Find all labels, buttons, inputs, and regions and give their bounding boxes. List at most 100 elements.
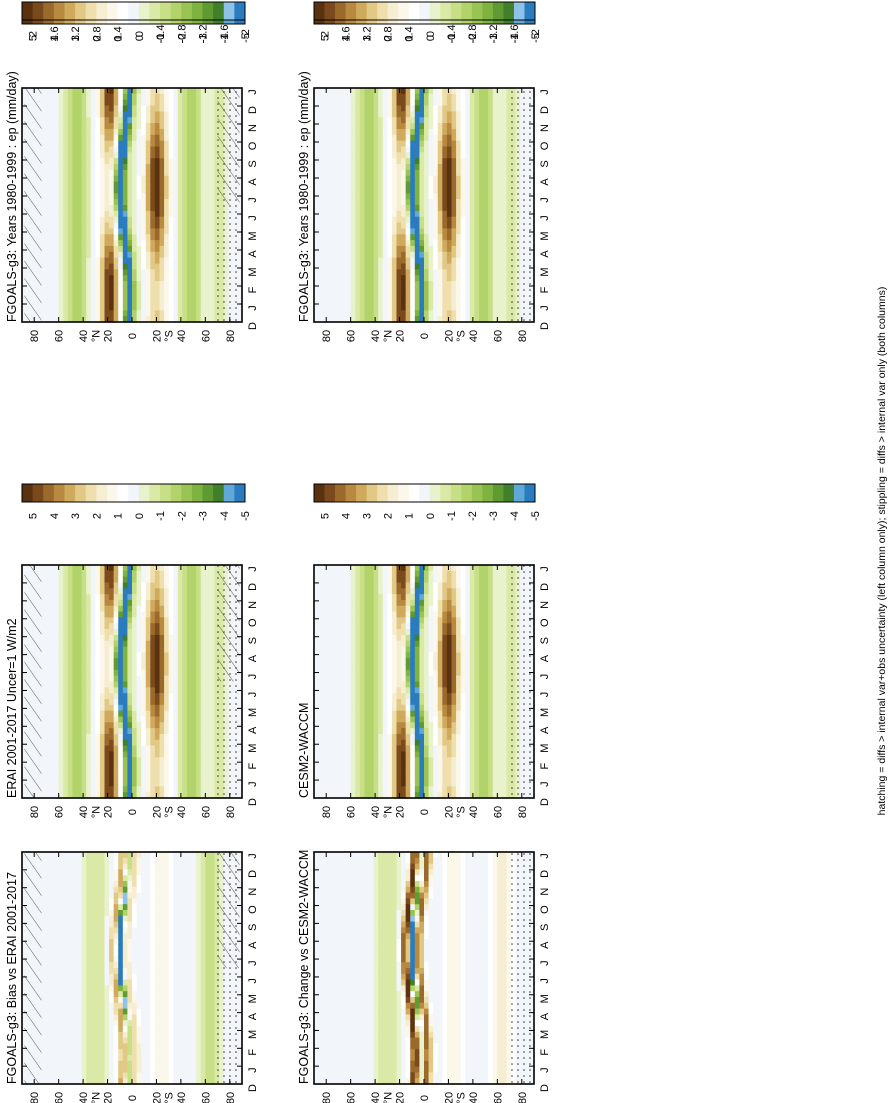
heatmap-cell <box>77 158 83 165</box>
heatmap-cell <box>424 292 430 300</box>
month-tick-label: J <box>247 89 259 95</box>
heatmap-cell <box>387 210 393 218</box>
heatmap-cell <box>442 240 448 247</box>
heatmap-cell <box>54 123 60 130</box>
heatmap-cell <box>49 123 55 130</box>
heatmap-cell <box>191 210 197 218</box>
heatmap-cell <box>77 99 83 107</box>
heatmap-cell <box>54 99 60 107</box>
heatmap-cell <box>127 570 133 578</box>
heatmap-cell <box>141 257 147 265</box>
heatmap-cell <box>127 228 133 235</box>
heatmap-cell <box>122 187 129 194</box>
heatmap-cell <box>382 146 388 153</box>
heatmap-cell <box>44 228 51 235</box>
heatmap-cell <box>40 228 46 235</box>
figure-caption: hatching = diffs > internal var+obs unce… <box>876 287 888 816</box>
heatmap-cell <box>460 298 466 306</box>
heatmap-cell <box>314 146 320 153</box>
heatmap-cell <box>364 128 370 136</box>
heatmap-cell <box>382 316 388 323</box>
heatmap-cell <box>99 105 106 112</box>
heatmap-cell <box>327 169 333 177</box>
heatmap-cell <box>132 187 138 194</box>
heatmap-cell <box>205 199 211 206</box>
heatmap-cell <box>81 245 87 253</box>
heatmap-cell <box>373 304 379 311</box>
heatmap-cell <box>433 234 439 241</box>
heatmap-cell <box>378 251 384 259</box>
heatmap-cell <box>154 286 161 294</box>
heatmap-cell <box>314 123 320 130</box>
heatmap-cell <box>437 99 443 107</box>
heatmap-cell <box>150 234 156 241</box>
heatmap-cell <box>428 128 434 136</box>
heatmap-cell <box>99 704 106 712</box>
heatmap-cell <box>492 245 498 253</box>
heatmap-cell <box>136 99 142 107</box>
heatmap-cell <box>54 739 60 747</box>
heatmap-cell <box>81 123 87 130</box>
heatmap-cell <box>95 187 101 194</box>
heatmap-cell <box>359 140 366 148</box>
heatmap-cell <box>332 222 338 229</box>
heatmap-cell <box>77 751 83 758</box>
heatmap-cell <box>95 763 101 770</box>
heatmap-cell <box>460 269 466 276</box>
heatmap-cell <box>451 286 457 294</box>
heatmap-cell <box>67 316 74 323</box>
heatmap-cell <box>136 251 142 259</box>
heatmap-cell <box>67 652 74 659</box>
heatmap-cell <box>122 210 129 218</box>
heatmap-cell <box>396 228 402 235</box>
heatmap-cell <box>77 745 83 752</box>
heatmap-cell <box>346 123 352 130</box>
heatmap-cell <box>122 733 129 741</box>
heatmap-cell <box>419 169 425 177</box>
heatmap-cell <box>492 269 498 276</box>
heatmap-cell <box>118 269 124 276</box>
heatmap-cell <box>40 710 46 718</box>
heatmap-cell <box>132 140 138 148</box>
heatmap-cell <box>387 316 393 323</box>
heatmap-cell <box>113 93 119 101</box>
heatmap-cell <box>355 158 361 165</box>
heatmap-cell <box>77 594 83 601</box>
heatmap-cell <box>177 117 184 124</box>
heatmap-cell <box>67 722 74 729</box>
heatmap-cell <box>122 763 129 770</box>
heatmap-cell <box>113 281 119 288</box>
heatmap-cell <box>382 111 388 118</box>
heatmap-cell <box>63 210 69 218</box>
heatmap-cell <box>465 257 471 265</box>
heatmap-cell <box>456 169 462 177</box>
heatmap-cell <box>86 281 92 288</box>
heatmap-cell <box>113 222 119 229</box>
heatmap-cell <box>67 117 74 124</box>
heatmap-cell <box>396 140 402 148</box>
heatmap-cell <box>378 316 384 323</box>
heatmap-cell <box>182 310 188 317</box>
heatmap-cell <box>104 786 110 793</box>
heatmap-cell <box>168 240 174 247</box>
heatmap-cell <box>378 263 384 270</box>
heatmap-cell <box>200 193 206 200</box>
heatmap-cell <box>58 193 64 200</box>
heatmap-cell <box>323 175 329 183</box>
heatmap-cell <box>177 158 184 165</box>
heatmap-cell <box>373 240 379 247</box>
heatmap-cell <box>474 99 480 107</box>
heatmap-cell <box>479 298 485 306</box>
heatmap-cell <box>113 687 119 694</box>
heatmap-cell <box>104 757 110 764</box>
heatmap-cell <box>90 698 96 706</box>
heatmap-cell <box>364 193 370 200</box>
heatmap-cell <box>501 292 508 300</box>
heatmap-cell <box>99 181 106 189</box>
heatmap-cell <box>127 304 133 311</box>
heatmap-cell <box>127 123 133 130</box>
heatmap-cell <box>382 181 388 189</box>
heatmap-cell <box>136 240 142 247</box>
heatmap-cell <box>182 140 188 148</box>
